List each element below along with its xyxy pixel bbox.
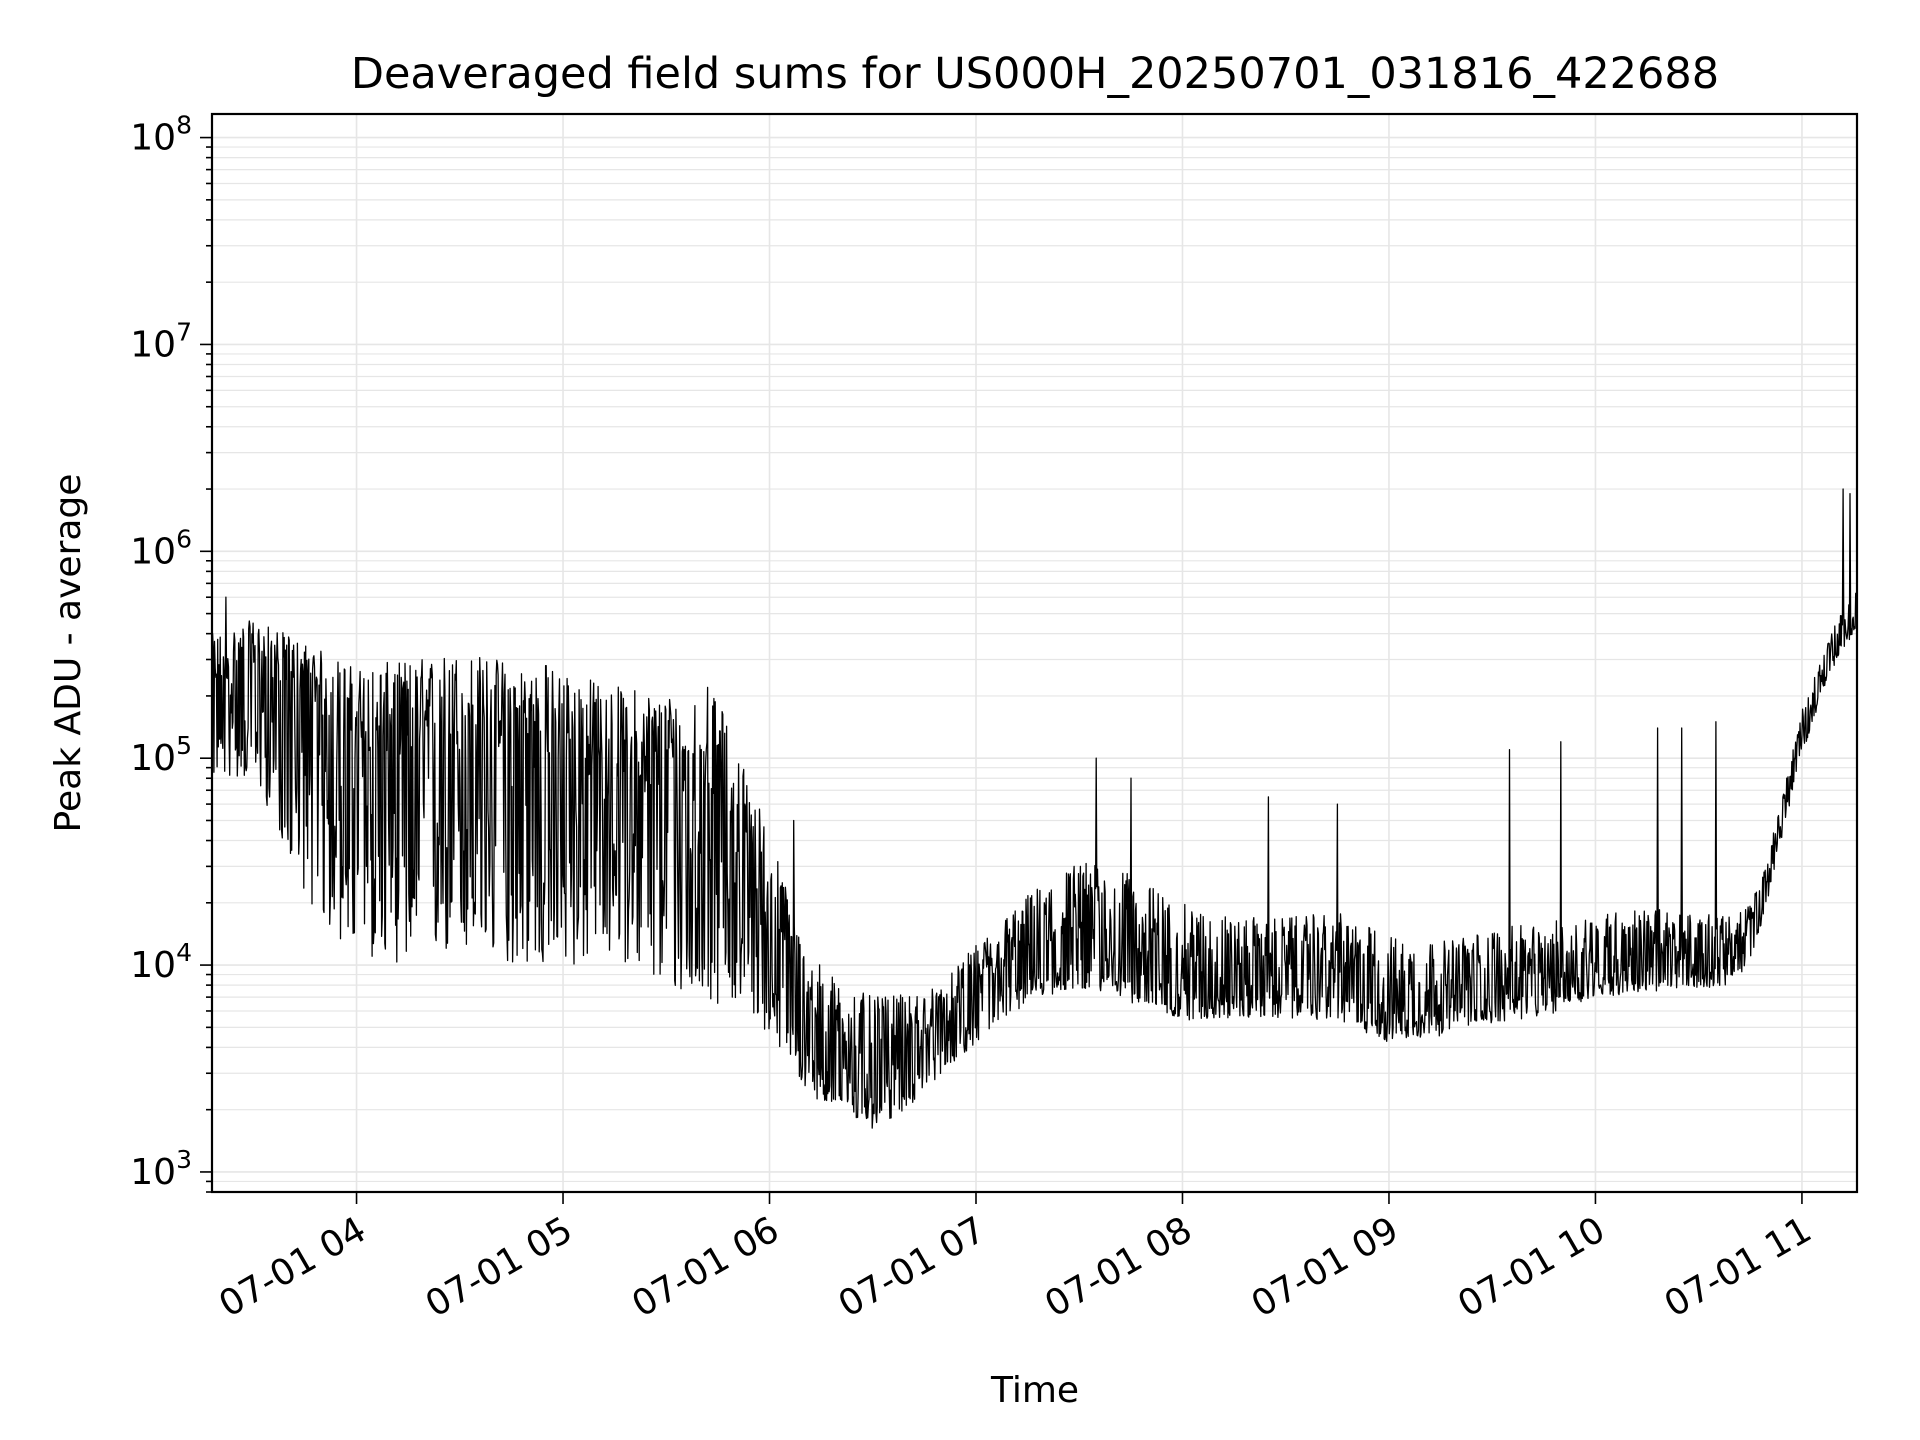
- data-line: [212, 488, 1857, 1129]
- chart-title: Deaveraged field sums for US000H_2025070…: [351, 49, 1719, 99]
- y-tick-label: 103: [130, 1145, 192, 1193]
- y-tick-label: 105: [130, 731, 192, 779]
- plot-area: [212, 488, 1857, 1129]
- plot-frame: [210, 112, 1859, 1194]
- y-axis-label: Peak ADU - average: [48, 474, 89, 833]
- y-axis: 103 104 105 106 107 108: [130, 111, 212, 1193]
- x-axis-label: Time: [990, 1370, 1079, 1411]
- y-tick-label: 107: [130, 317, 192, 365]
- y-tick-label: 106: [130, 524, 192, 572]
- y-tick-label: 104: [130, 938, 192, 986]
- y-tick-label: 108: [130, 111, 192, 159]
